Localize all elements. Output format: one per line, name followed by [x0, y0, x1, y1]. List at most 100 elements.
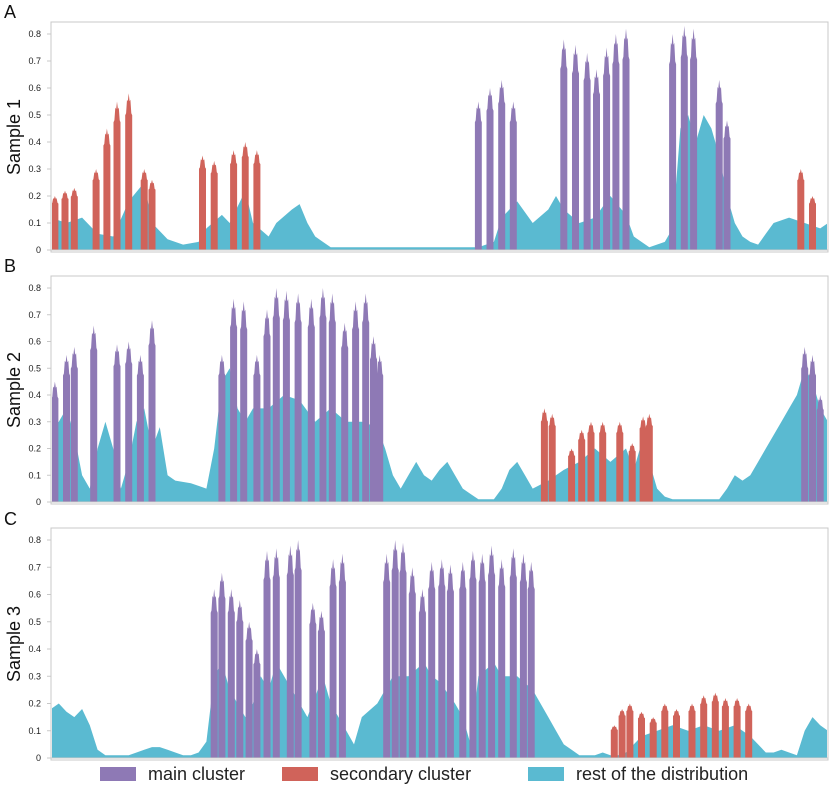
panel-letter: A [4, 2, 16, 22]
legend-label-rest: rest of the distribution [576, 763, 749, 784]
main-cluster-peak [399, 542, 407, 758]
plot-frame [50, 275, 829, 505]
main-cluster-peak [680, 25, 688, 251]
main-cluster-peak [70, 346, 78, 502]
main-cluster-peak [612, 34, 620, 250]
main-cluster-peak [469, 550, 477, 758]
main-cluster-peak [309, 602, 317, 758]
y-tick-label: 0.8 [28, 535, 41, 545]
y-tick-label: 0.1 [28, 726, 41, 736]
secondary-cluster-peak [599, 421, 607, 502]
legend-swatch-secondary [282, 767, 318, 781]
main-cluster-peak [801, 346, 809, 502]
main-cluster-peak [218, 354, 226, 502]
secondary-cluster-peak [721, 698, 729, 758]
y-tick-label: 0.6 [28, 590, 41, 600]
main-cluster-peak [272, 288, 280, 502]
main-cluster-peak [428, 561, 436, 758]
main-cluster-peak [63, 354, 70, 502]
main-cluster-peak [338, 553, 346, 758]
secondary-cluster-peak [148, 179, 156, 250]
secondary-cluster-peak [70, 187, 78, 250]
secondary-cluster-peak [140, 169, 148, 250]
main-cluster-peak [446, 564, 454, 758]
y-tick-label: 0.2 [28, 699, 41, 709]
secondary-cluster-peak [241, 142, 249, 250]
main-cluster-peak [294, 293, 302, 502]
main-cluster-peak [341, 322, 349, 502]
panel-c: C Sample 3 0 0.1 0.2 0.3 0.4 0.5 0.6 0.7 0.8 [4, 509, 829, 763]
y-tick-label: 0 [36, 753, 41, 763]
y-tick-label: 0.1 [28, 470, 41, 480]
panel-letter: B [4, 256, 16, 276]
main-cluster-peak [52, 381, 59, 502]
y-tick-label: 0.8 [28, 283, 41, 293]
rest-distribution-area [52, 368, 827, 502]
main-cluster-peak [478, 553, 486, 758]
legend-item-rest: rest of the distribution [528, 764, 748, 784]
main-cluster-peak [816, 395, 824, 502]
main-cluster-peak [352, 301, 360, 502]
legend-item-main-cluster: main cluster [100, 764, 245, 784]
main-cluster-peak [148, 320, 156, 502]
main-cluster-peak [690, 28, 698, 250]
y-tick-label: 0.4 [28, 137, 41, 147]
main-cluster-peak [509, 101, 517, 250]
main-cluster-peak [319, 288, 327, 502]
y-tick-label: 0 [36, 497, 41, 507]
y-tick-label: 0.5 [28, 110, 41, 120]
legend-label-main: main cluster [148, 763, 246, 784]
secondary-cluster-peak [230, 150, 238, 250]
secondary-cluster-peak [745, 703, 753, 758]
y-tick-label: 0.8 [28, 29, 41, 39]
main-cluster-peak [383, 553, 391, 758]
y-tick-label: 0.4 [28, 644, 41, 654]
main-cluster-peak [253, 649, 261, 758]
y-tick-label: 0.3 [28, 164, 41, 174]
secondary-cluster-peak [700, 695, 708, 758]
main-cluster-peak [263, 550, 271, 758]
secondary-cluster-peak [673, 709, 680, 758]
marks [52, 540, 827, 758]
plot-frame [50, 527, 829, 761]
legend-swatch-rest [528, 767, 564, 781]
secondary-cluster-peak [61, 190, 69, 250]
secondary-cluster-peak [628, 443, 636, 502]
secondary-cluster-peak [578, 429, 586, 502]
secondary-cluster-peak [253, 150, 261, 250]
main-cluster-peak [519, 553, 527, 758]
main-cluster-peak [230, 298, 238, 502]
secondary-cluster-peak [548, 413, 556, 502]
y-tick-label: 0.5 [28, 363, 41, 373]
main-cluster-peak [498, 559, 506, 758]
y-tick-label: 0.7 [28, 56, 41, 66]
main-cluster-peak [90, 325, 98, 502]
main-cluster-peak [572, 44, 579, 250]
main-cluster-peak [227, 589, 235, 758]
main-cluster-peak [282, 290, 290, 502]
main-cluster-peak [240, 301, 248, 502]
secondary-cluster-peak [711, 692, 719, 758]
main-cluster-peak [498, 79, 506, 251]
main-cluster-peak [245, 621, 253, 758]
main-cluster-peak [317, 610, 325, 758]
y-tick-label: 0.1 [28, 218, 41, 228]
legend-swatch-main [100, 767, 136, 781]
main-cluster-peak [593, 69, 600, 250]
secondary-cluster-peak [661, 703, 669, 758]
secondary-cluster-peak [809, 196, 816, 250]
main-cluster-peak [125, 341, 133, 502]
secondary-cluster-peak [733, 698, 741, 758]
secondary-cluster-peak [92, 169, 100, 250]
main-cluster-peak [286, 545, 294, 758]
y-tick-label: 0.6 [28, 83, 41, 93]
main-cluster-peak [272, 548, 280, 758]
secondary-cluster-peak [649, 717, 657, 758]
panel-letter: C [4, 509, 17, 529]
main-cluster-peak [669, 34, 677, 250]
main-cluster-peak [236, 600, 244, 758]
secondary-cluster-peak [618, 709, 626, 758]
legend-label-secondary: secondary cluster [330, 763, 472, 784]
y-axis-label: Sample 1 [4, 99, 24, 175]
main-cluster-peak [391, 540, 399, 758]
